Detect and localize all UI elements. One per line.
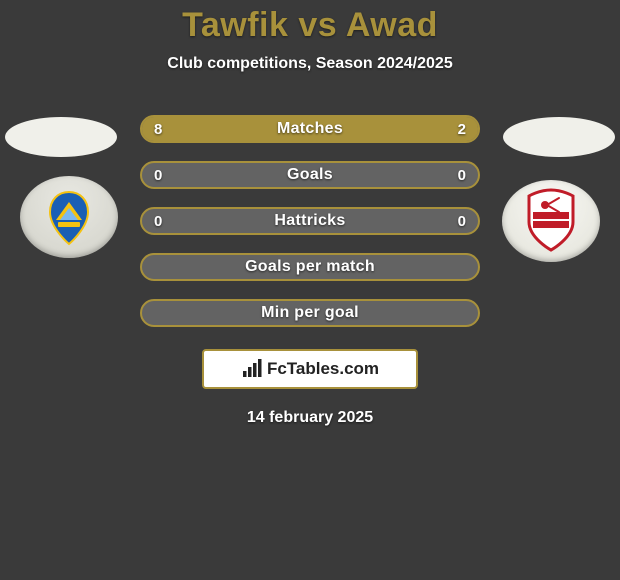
- stat-row-min-per-goal: Min per goal: [140, 299, 480, 327]
- stat-row-goals-per-match: Goals per match: [140, 253, 480, 281]
- pyramids-logo-icon: [38, 186, 100, 248]
- player-silhouette-right: [503, 117, 615, 157]
- stat-label: Goals per match: [142, 258, 478, 276]
- player-silhouette-left: [5, 117, 117, 157]
- page-subtitle: Club competitions, Season 2024/2025: [167, 55, 452, 73]
- brand-text: FcTables.com: [267, 359, 379, 379]
- stat-label: Hattricks: [142, 212, 478, 230]
- zamalek-logo-icon: [523, 188, 579, 254]
- bar-chart-icon: [241, 359, 265, 379]
- brand-box: FcTables.com: [202, 349, 418, 389]
- stat-right-value: 2: [458, 121, 466, 138]
- footer-date: 14 february 2025: [247, 409, 373, 427]
- stat-right-value: 0: [458, 213, 466, 230]
- stat-label: Min per goal: [142, 304, 478, 322]
- stat-row-hattricks: 0 Hattricks 0: [140, 207, 480, 235]
- club-badge-left: [20, 176, 118, 258]
- stat-label: Goals: [142, 166, 478, 184]
- stat-row-matches: 8 Matches 2: [140, 115, 480, 143]
- stat-row-goals: 0 Goals 0: [140, 161, 480, 189]
- stat-right-value: 0: [458, 167, 466, 184]
- infographic-root: Tawfik vs Awad Club competitions, Season…: [0, 0, 620, 580]
- page-title: Tawfik vs Awad: [182, 6, 438, 45]
- stat-label: Matches: [142, 120, 478, 138]
- stats-panel: 8 Matches 2 0 Goals 0 0 Hattricks 0 Goal…: [140, 115, 480, 327]
- club-badge-right: [502, 180, 600, 262]
